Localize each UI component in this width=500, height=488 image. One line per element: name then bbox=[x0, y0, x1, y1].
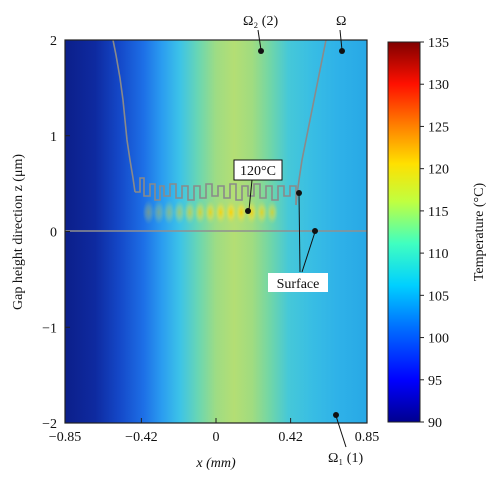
annotation-surface: Surface bbox=[277, 277, 320, 292]
annotation-omega2-leader bbox=[257, 29, 262, 51]
colorbar-tick-label: 100 bbox=[428, 332, 449, 347]
hotspot bbox=[183, 200, 196, 225]
hotspot bbox=[224, 200, 237, 225]
colorbar-tick-label: 90 bbox=[428, 416, 442, 431]
annotation-omega2: Ω₂ (2) bbox=[243, 14, 278, 29]
annotation-omega-dot bbox=[339, 48, 345, 54]
x-axis: −0.85 −0.42 0 0.42 0.85 bbox=[49, 418, 379, 445]
annotations: Ω₂ (2) Ω 120°C Surface Ω₁ (1) bbox=[233, 14, 363, 466]
annotation-120c-leader bbox=[248, 179, 253, 211]
hotspot-row bbox=[142, 200, 279, 225]
colorbar-tick-label: 135 bbox=[428, 36, 449, 51]
hotspot bbox=[194, 200, 207, 225]
x-tick-label: 0.85 bbox=[355, 430, 380, 445]
surface-leader-upper bbox=[298, 193, 301, 273]
y-tick-label: 0 bbox=[50, 226, 57, 241]
hotspot bbox=[214, 200, 227, 225]
x-axis-title: x (mm) bbox=[195, 456, 236, 471]
annotation-omega1: Ω₁ (1) bbox=[328, 451, 363, 466]
hotspot bbox=[204, 200, 217, 225]
annotation-120c: 120°C bbox=[240, 164, 276, 179]
colorbar-tick-label: 110 bbox=[428, 247, 448, 262]
colorbar-gradient bbox=[387, 41, 421, 423]
x-tick-label: −0.42 bbox=[125, 430, 157, 445]
hotspot bbox=[173, 200, 186, 225]
colorbar-tick-label: 115 bbox=[428, 205, 448, 220]
colorbar-ticks: 90 95 100 105 110 115 120 125 130 135 bbox=[420, 36, 449, 431]
annotation-omega2-dot bbox=[258, 48, 264, 54]
hotspot bbox=[266, 200, 279, 225]
colorbar-title: Temperature (°C) bbox=[472, 183, 487, 282]
colorbar-tick-label: 120 bbox=[428, 163, 449, 178]
left-boundary-curve bbox=[112, 39, 136, 193]
hotspot bbox=[152, 200, 165, 225]
hotspot bbox=[245, 200, 258, 225]
colorbar: 90 95 100 105 110 115 120 125 130 135 Temperature… bbox=[387, 36, 487, 431]
annotation-120c-dot bbox=[245, 208, 251, 214]
hotspot bbox=[163, 200, 176, 225]
x-tick-label: 0.42 bbox=[278, 430, 303, 445]
surface-dot-lower bbox=[312, 228, 318, 234]
hotspot bbox=[255, 200, 268, 225]
y-tick-label: 1 bbox=[50, 130, 57, 145]
rough-surface-profile bbox=[135, 177, 297, 205]
x-tick-label: 0 bbox=[213, 430, 220, 445]
hotspot bbox=[235, 200, 248, 225]
y-tick-label: −1 bbox=[42, 321, 57, 336]
annotation-omega1-leader bbox=[335, 415, 347, 448]
y-tick-label: −2 bbox=[42, 417, 57, 432]
annotation-120c-box bbox=[233, 159, 283, 181]
boundary-profile bbox=[112, 39, 327, 206]
surface-leader-lower bbox=[301, 231, 316, 273]
right-boundary-curve bbox=[295, 39, 327, 206]
surface-dot-upper bbox=[296, 190, 302, 196]
annotation-surface-box bbox=[268, 273, 328, 292]
hotspot bbox=[142, 200, 155, 225]
annotation-omega-leader bbox=[339, 29, 343, 51]
colorbar-tick-label: 105 bbox=[428, 289, 449, 304]
colorbar-tick-label: 130 bbox=[428, 78, 449, 93]
annotation-omega: Ω bbox=[336, 14, 346, 29]
colorbar-tick-label: 125 bbox=[428, 120, 449, 135]
x-tick-label: −0.85 bbox=[49, 430, 81, 445]
y-tick-label: 2 bbox=[50, 34, 57, 49]
y-axis-title: Gap height direction z (μm) bbox=[11, 154, 26, 310]
y-axis: −2 −1 0 1 2 bbox=[42, 34, 70, 432]
annotation-omega1-dot bbox=[333, 412, 339, 418]
colorbar-tick-label: 95 bbox=[428, 374, 442, 389]
